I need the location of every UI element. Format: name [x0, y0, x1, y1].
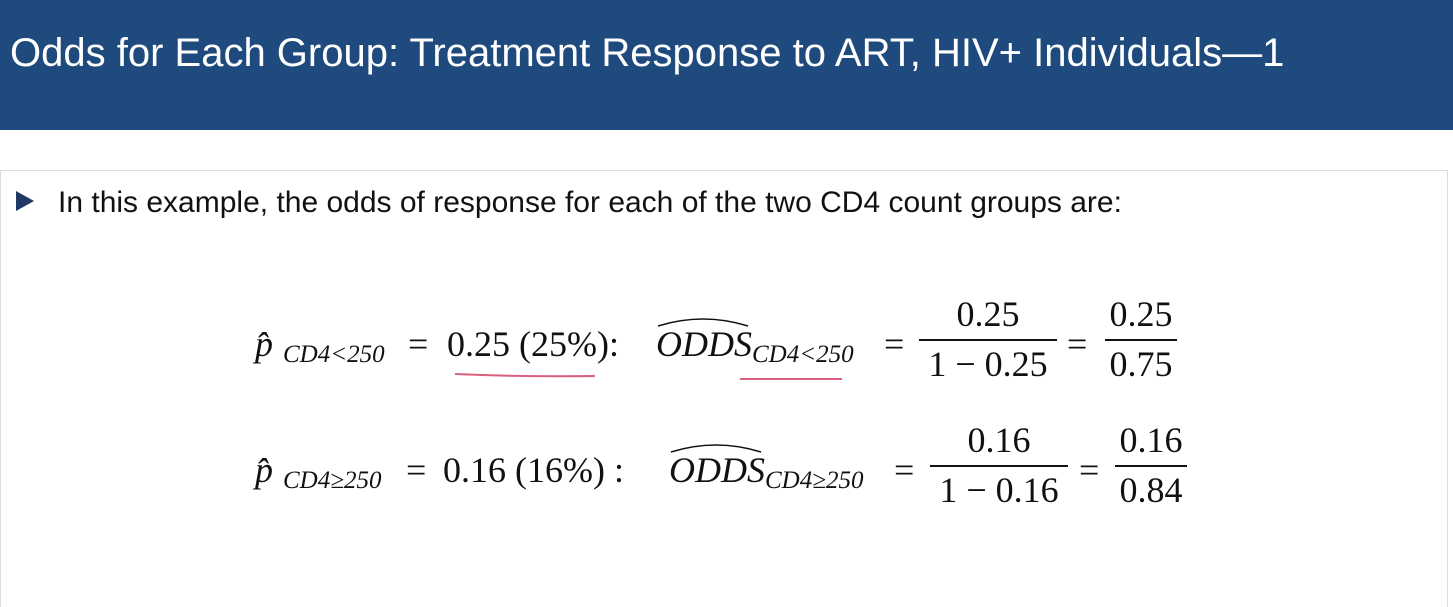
slide-title: Odds for Each Group: Treatment Response …: [10, 31, 1284, 75]
equals: =: [884, 324, 904, 364]
equals: =: [894, 450, 914, 490]
wide-hat: [657, 318, 749, 327]
subscript: CD4<250: [752, 341, 854, 368]
equals: =: [1079, 450, 1099, 490]
odds-symbol: ODDS: [669, 450, 765, 490]
denominator: 0.75: [1110, 344, 1173, 384]
p-hat: p̂: [252, 450, 273, 490]
numerator: 0.25: [957, 294, 1020, 334]
bullet-text: In this example, the odds of response fo…: [58, 186, 1122, 219]
numerator: 0.25: [1110, 294, 1173, 334]
p-hat: p̂: [252, 324, 273, 364]
proportion: 0.25 (25%):: [447, 324, 619, 364]
subscript: CD4<250: [283, 341, 385, 368]
subscript: CD4≥250: [283, 467, 382, 494]
numerator: 0.16: [1120, 420, 1183, 460]
equals: =: [406, 450, 426, 490]
equals: =: [408, 324, 428, 364]
denominator: 1 − 0.16: [939, 470, 1058, 510]
equals: =: [1067, 324, 1087, 364]
subscript: CD4≥250: [765, 467, 864, 494]
ink-underline: [454, 373, 596, 378]
header-bar: [0, 0, 1453, 130]
content-box: [0, 170, 1448, 607]
equations: p̂ CD4<250 = 0.25 (25%): ODDS CD4<250 =0.251 −…: [252, 294, 1187, 510]
numerator: 0.16: [968, 420, 1031, 460]
bullet-marker: [16, 191, 34, 211]
wide-hat: [670, 444, 762, 453]
denominator: 0.84: [1120, 470, 1183, 510]
proportion: 0.16 (16%) :: [443, 450, 624, 490]
odds-symbol: ODDS: [656, 324, 752, 364]
denominator: 1 − 0.25: [928, 344, 1047, 384]
